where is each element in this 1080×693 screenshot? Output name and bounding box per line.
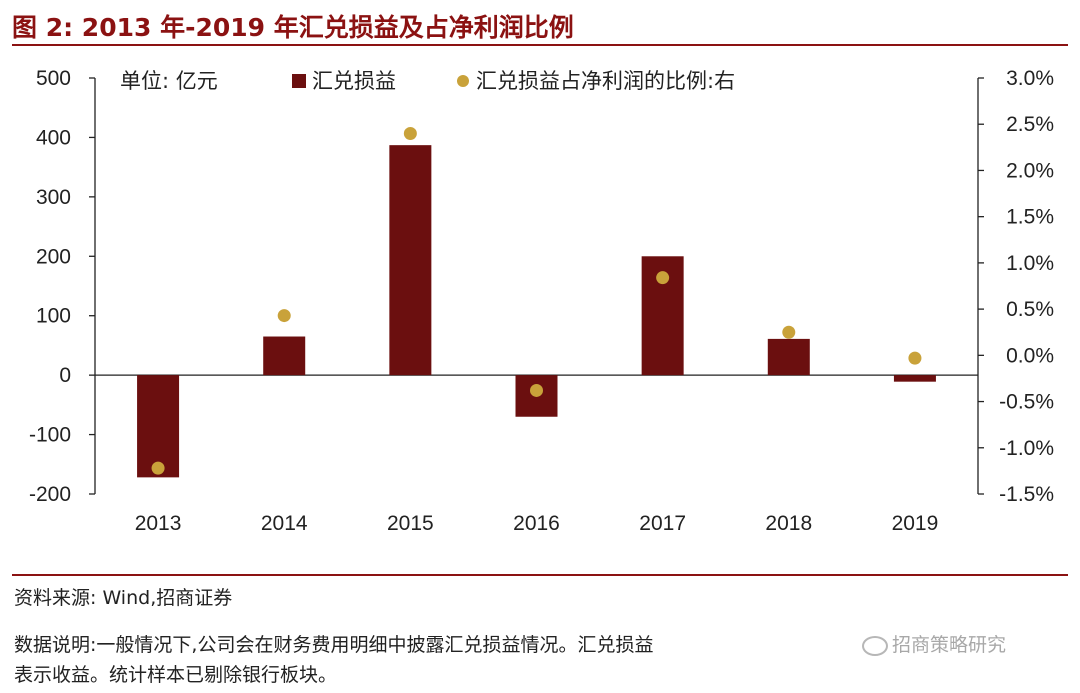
x-tick-label: 2019 <box>892 512 939 535</box>
x-tick-label: 2016 <box>513 512 560 535</box>
y-tick-label-left: -100 <box>29 424 71 447</box>
dot-2015 <box>403 126 417 140</box>
y-tick-label-right: 2.0% <box>1006 159 1054 182</box>
title-rule <box>12 44 1068 46</box>
y-tick-label-right: 3.0% <box>1006 67 1054 90</box>
y-tick-label-left: 100 <box>36 305 71 328</box>
x-tick-label: 2014 <box>261 512 308 535</box>
y-tick-label-right: -1.0% <box>999 437 1054 460</box>
bar-2014 <box>263 336 306 376</box>
x-tick-label: 2018 <box>765 512 812 535</box>
x-tick-labels: 2013 2014 2015 2016 2017 2018 2019 <box>135 512 939 535</box>
y-tick-label-right: 0.5% <box>1006 298 1054 321</box>
y-tick-label-left: 500 <box>36 67 71 90</box>
dot-2014 <box>277 309 291 323</box>
source-note: 资料来源: Wind,招商证券 <box>14 587 233 609</box>
legend-dot-swatch <box>457 75 469 87</box>
x-tick-label: 2017 <box>639 512 686 535</box>
watermark: 招商策略研究 <box>862 630 1006 657</box>
y-tick-label-right: 0.0% <box>1006 344 1054 367</box>
legend-bar-swatch <box>292 74 306 88</box>
dot-2017 <box>656 271 670 285</box>
bar-2013 <box>137 375 180 478</box>
legend-dot-label: 汇兑损益占净利润的比例:右 <box>476 69 735 93</box>
unit-label: 单位: 亿元 <box>120 69 218 93</box>
watermark-text: 招商策略研究 <box>892 634 1007 656</box>
dot-2013 <box>151 461 165 475</box>
wechat-icon <box>862 635 888 656</box>
y-tick-label-left: 0 <box>59 364 71 387</box>
dot-2018 <box>782 325 796 339</box>
y-tick-label-left: 400 <box>36 126 71 149</box>
figure-title: 图 2: 2013 年-2019 年汇兑损益及占净利润比例 <box>12 13 574 42</box>
dot-series <box>151 126 922 475</box>
y-tick-label-right: -0.5% <box>999 391 1054 414</box>
bar-2019 <box>893 375 936 382</box>
combo-chart: -200 -100 0 100 200 300 400 500 -1.5% -1.0% -0.5% 0… <box>29 67 1054 535</box>
y-tick-label-right: 1.0% <box>1006 252 1054 275</box>
axes: -200 -100 0 100 200 300 400 500 -1.5% -1.0% -0.5% 0… <box>29 67 1054 506</box>
dot-2019 <box>908 351 922 365</box>
explain-note-line2: 表示收益。统计样本已剔除银行板块。 <box>14 664 338 686</box>
y-tick-label-right: -1.5% <box>999 483 1054 506</box>
bar-2015 <box>389 145 432 376</box>
y-tick-label-left: 200 <box>36 245 71 268</box>
bar-2018 <box>767 338 810 376</box>
y-tick-label-left: 300 <box>36 186 71 209</box>
y-tick-label-right: 1.5% <box>1006 206 1054 229</box>
x-tick-label: 2015 <box>387 512 434 535</box>
explain-note-line1: 数据说明:一般情况下,公司会在财务费用明细中披露汇兑损益情况。汇兑损益 <box>14 634 654 656</box>
footer-rule <box>12 574 1068 576</box>
x-tick-label: 2013 <box>135 512 182 535</box>
y-tick-label-right: 2.5% <box>1006 113 1054 136</box>
legend-bar-label: 汇兑损益 <box>312 69 396 93</box>
bar-series <box>137 145 936 478</box>
y-tick-label-left: -200 <box>29 483 71 506</box>
legend: 单位: 亿元 汇兑损益 汇兑损益占净利润的比例:右 <box>120 69 735 93</box>
dot-2016 <box>530 383 543 397</box>
